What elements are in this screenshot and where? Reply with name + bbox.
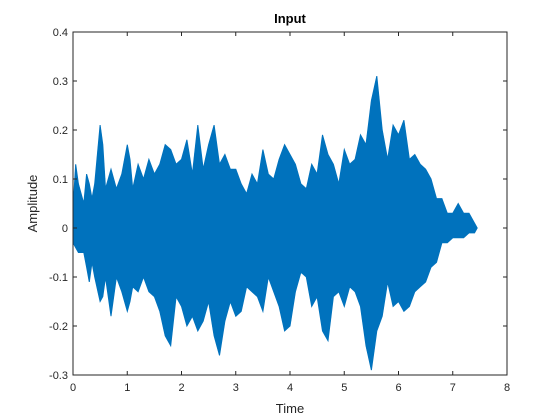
y-tick-label: -0.3	[49, 370, 68, 382]
x-tick-label: 0	[70, 382, 76, 394]
x-tick-label: 5	[341, 382, 347, 394]
x-tick-label: 2	[178, 382, 184, 394]
y-tick-label: 0.3	[53, 76, 68, 88]
y-tick-labels: -0.3 -0.2 -0.1 0 0.1 0.2 0.3 0.4	[49, 27, 68, 382]
y-tick-label: -0.1	[49, 272, 68, 284]
y-tick-label: 0.1	[53, 174, 68, 186]
x-tick-label: 6	[395, 382, 401, 394]
y-tick-label: 0	[62, 223, 68, 235]
axes-box	[72, 31, 508, 376]
x-tick-label: 1	[124, 382, 130, 394]
y-tick-label: 0.4	[53, 27, 68, 39]
y-axis-label: Amplitude	[25, 175, 40, 233]
x-tick-labels: 0 1 2 3 4 5 6 7 8	[70, 382, 510, 394]
x-tick-label: 8	[504, 382, 510, 394]
x-tick-label: 4	[287, 382, 293, 394]
y-tick-label: 0.2	[53, 125, 68, 137]
x-tick-label: 7	[450, 382, 456, 394]
y-tick-label: -0.2	[49, 321, 68, 333]
x-tick-label: 3	[233, 382, 239, 394]
x-axis-label: Time	[276, 401, 304, 416]
chart-title: Input	[274, 11, 306, 26]
